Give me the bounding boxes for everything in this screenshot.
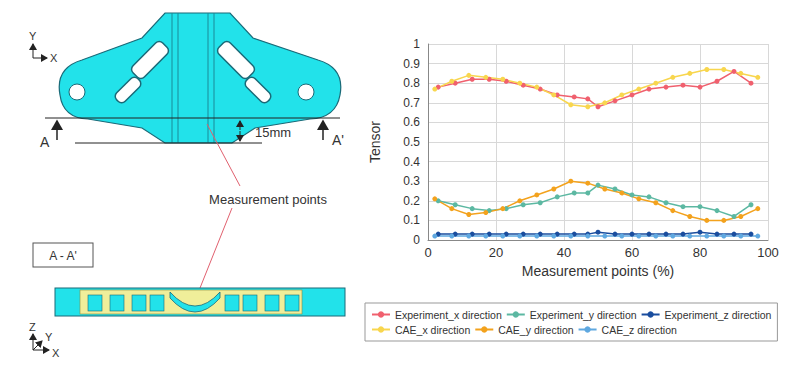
svg-text:0.1: 0.1 bbox=[403, 213, 420, 227]
svg-text:Experiment_z direction: Experiment_z direction bbox=[665, 309, 772, 321]
svg-text:CAE_z direction: CAE_z direction bbox=[602, 324, 677, 336]
svg-text:0.6: 0.6 bbox=[403, 115, 420, 129]
svg-text:A': A' bbox=[332, 132, 344, 148]
svg-text:Experiment_y direction: Experiment_y direction bbox=[530, 309, 637, 321]
svg-text:0.7: 0.7 bbox=[403, 96, 420, 110]
svg-text:0.8: 0.8 bbox=[403, 76, 420, 90]
svg-text:0.5: 0.5 bbox=[403, 135, 420, 149]
svg-text:60: 60 bbox=[625, 245, 639, 260]
svg-text:20: 20 bbox=[489, 245, 503, 260]
svg-text:Y: Y bbox=[29, 30, 37, 42]
svg-text:1: 1 bbox=[413, 37, 420, 51]
svg-text:Tensor: Tensor bbox=[367, 121, 383, 163]
svg-text:0.4: 0.4 bbox=[403, 155, 420, 169]
svg-text:15mm: 15mm bbox=[255, 125, 291, 140]
svg-text:A: A bbox=[40, 134, 50, 150]
svg-text:Measurement points: Measurement points bbox=[209, 192, 327, 207]
svg-text:Y: Y bbox=[45, 331, 53, 343]
svg-text:X: X bbox=[52, 347, 60, 359]
svg-text:0.9: 0.9 bbox=[403, 57, 420, 71]
svg-text:80: 80 bbox=[693, 245, 707, 260]
svg-text:Z: Z bbox=[29, 321, 36, 333]
svg-text:Measurement points (%): Measurement points (%) bbox=[522, 263, 675, 279]
svg-text:CAE_y direction: CAE_y direction bbox=[498, 324, 573, 336]
svg-text:0: 0 bbox=[424, 245, 431, 260]
svg-text:0: 0 bbox=[413, 233, 420, 247]
svg-text:0.2: 0.2 bbox=[403, 194, 420, 208]
svg-text:CAE_x direction: CAE_x direction bbox=[395, 324, 470, 336]
svg-text:X: X bbox=[50, 52, 58, 64]
svg-text:40: 40 bbox=[557, 245, 571, 260]
svg-text:A - A': A - A' bbox=[49, 249, 77, 263]
svg-text:100: 100 bbox=[757, 245, 779, 260]
svg-text:0.3: 0.3 bbox=[403, 174, 420, 188]
svg-text:Experiment_x direction: Experiment_x direction bbox=[395, 309, 502, 321]
